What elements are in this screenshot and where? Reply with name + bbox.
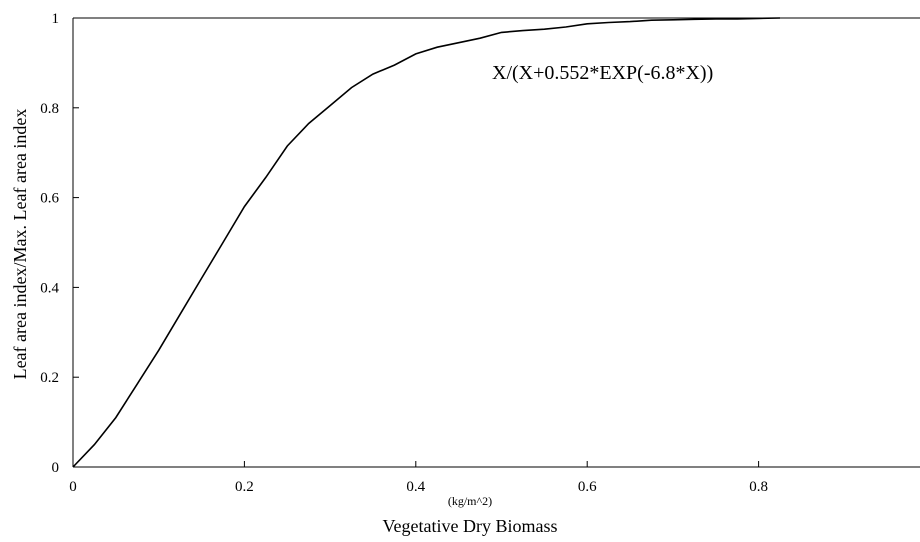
series-layer xyxy=(72,17,781,468)
y-tick-label: 0.8 xyxy=(40,101,59,117)
plot-area xyxy=(72,17,920,468)
x-tick-label: 0.6 xyxy=(578,479,597,495)
y-tick-label: 0.2 xyxy=(40,370,59,386)
y-tick-label: 0 xyxy=(52,460,60,476)
y-axis-title: Leaf area index/Max. Leaf area index xyxy=(10,109,30,380)
x-tick-label: 0.2 xyxy=(235,479,254,495)
y-tick-label: 0.4 xyxy=(40,280,59,296)
x-axis-ticks: 0 0.2 0.4 0.6 0.8 xyxy=(69,461,768,495)
formula-annotation: X/(X+0.552*EXP(-6.8*X)) xyxy=(492,62,713,84)
x-axis-title: Vegetative Dry Biomass xyxy=(383,516,558,536)
x-tick-label: 0.4 xyxy=(406,479,425,495)
x-tick-label: 0 xyxy=(69,479,77,495)
y-tick-label: 1 xyxy=(52,11,60,27)
y-tick-label: 0.6 xyxy=(40,191,59,207)
x-tick-label: 0.8 xyxy=(749,479,768,495)
y-axis-ticks: 0 0.2 0.4 0.6 0.8 1 xyxy=(40,11,79,476)
series-line xyxy=(72,17,781,468)
x-axis-unit: (kg/m^2) xyxy=(448,494,492,508)
